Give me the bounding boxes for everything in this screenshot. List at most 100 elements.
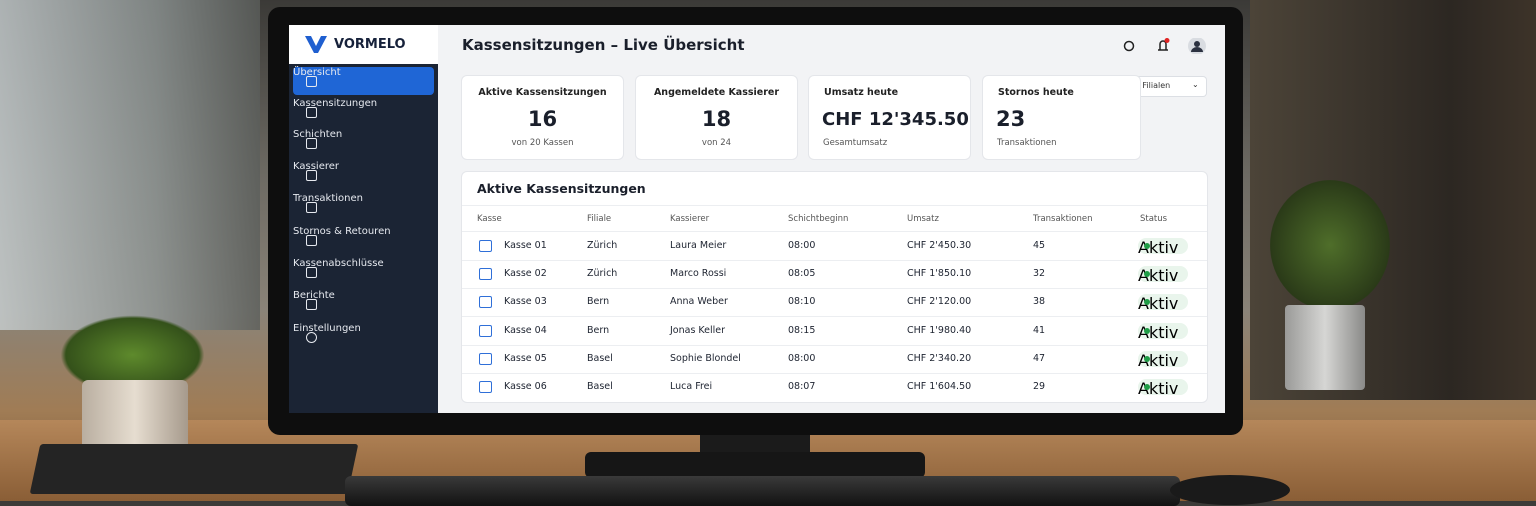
nav-item[interactable]: Übersicht bbox=[293, 67, 434, 95]
cell: Marco Rossi bbox=[670, 268, 727, 280]
card-sub: von 24 bbox=[701, 138, 732, 148]
nav-icon bbox=[306, 202, 317, 213]
stat-card: Aktive Kassensitzungen 16 von 20 Kassen bbox=[462, 76, 623, 159]
cell: 08:07 bbox=[788, 381, 816, 392]
card-value: 18 bbox=[701, 107, 732, 131]
cell: 29 bbox=[1033, 381, 1046, 392]
cell: Kasse 01 bbox=[504, 240, 547, 251]
logo-area: VORMELO bbox=[289, 25, 438, 64]
cell: Kasse 04 bbox=[504, 324, 547, 336]
cell: 08:10 bbox=[788, 296, 816, 308]
register-icon bbox=[479, 381, 492, 393]
nav-item[interactable]: Kassensitzungen bbox=[293, 98, 434, 126]
nav-icon bbox=[306, 138, 317, 149]
status-badge: Aktiv bbox=[1138, 322, 1188, 342]
status-label: Aktiv bbox=[1138, 379, 1179, 398]
nav-item[interactable]: Transaktionen bbox=[293, 193, 434, 221]
cell: 45 bbox=[1033, 240, 1046, 251]
chevron: ⌄ bbox=[1192, 80, 1199, 89]
sidebar: Übersicht Kassensitzungen Schichten Kassier… bbox=[289, 64, 438, 413]
cell: Laura Meier bbox=[670, 240, 727, 251]
status-label: Aktiv bbox=[1138, 350, 1179, 370]
card-value: CHF 12'345.50 bbox=[822, 109, 969, 130]
cell: Luca Frei bbox=[670, 381, 713, 392]
nav-item[interactable]: Kassenabschlüsse bbox=[293, 258, 434, 286]
window-left bbox=[0, 0, 260, 330]
cell: CHF 2'340.20 bbox=[907, 352, 972, 364]
row-rule bbox=[462, 316, 1207, 318]
cell: Sophie Blondel bbox=[670, 352, 741, 364]
cell: Zürich bbox=[587, 240, 618, 251]
register-icon bbox=[479, 296, 492, 309]
card-sub: Gesamtumsatz bbox=[823, 138, 888, 148]
cell: Bern bbox=[587, 296, 610, 308]
nav-item[interactable]: Einstellungen bbox=[293, 323, 434, 351]
nav-icon bbox=[306, 170, 317, 181]
cell: Kasse 02 bbox=[504, 268, 547, 280]
status-label: Aktiv bbox=[1138, 294, 1179, 314]
filter-label: Alle Filialen bbox=[1125, 81, 1171, 90]
nav-item[interactable]: Stornos & Retouren bbox=[293, 226, 434, 254]
nav-label: Stornos & Retouren bbox=[293, 226, 391, 237]
stat-card: Angemeldete Kassierer 18 von 24 bbox=[636, 76, 797, 159]
card-label: Aktive Kassensitzungen bbox=[478, 87, 607, 98]
nav-label: Transaktionen bbox=[293, 193, 363, 204]
nav-icon bbox=[306, 235, 317, 246]
keyboard bbox=[345, 476, 1180, 506]
cell: CHF 1'850.10 bbox=[907, 268, 972, 280]
status-badge: Aktiv bbox=[1138, 350, 1188, 370]
logo-icon bbox=[305, 36, 327, 53]
column-header: Kasse bbox=[477, 214, 502, 224]
card-label: Angemeldete Kassierer bbox=[653, 87, 780, 98]
cell: 38 bbox=[1033, 296, 1046, 308]
cell: Zürich bbox=[587, 268, 618, 280]
stat-card: Umsatz heute CHF 12'345.50 Gesamtumsatz bbox=[809, 76, 970, 159]
nav-item[interactable]: Berichte bbox=[293, 290, 434, 318]
status-badge: Aktiv bbox=[1138, 294, 1188, 314]
status-badge: Aktiv bbox=[1138, 238, 1188, 257]
card-label: Stornos heute bbox=[998, 87, 1074, 98]
nav-icon bbox=[306, 332, 317, 343]
row-rule bbox=[462, 260, 1207, 261]
cell: 32 bbox=[1033, 268, 1046, 280]
nav-label: Kassierer bbox=[293, 161, 340, 172]
row-rule bbox=[462, 372, 1207, 374]
cell: CHF 2'450.30 bbox=[907, 240, 972, 251]
column-header: Filiale bbox=[587, 214, 612, 224]
card-value: 16 bbox=[527, 107, 558, 131]
stat-card: Stornos heute 23 Transaktionen bbox=[983, 76, 1140, 159]
nav-label: Kassensitzungen bbox=[293, 98, 378, 109]
cell: 08:05 bbox=[788, 268, 816, 280]
nav-icon bbox=[306, 299, 317, 310]
nav-icon bbox=[306, 76, 317, 87]
cell: 08:15 bbox=[788, 324, 816, 336]
register-icon bbox=[479, 240, 492, 252]
nav-item[interactable]: Kassierer bbox=[293, 161, 434, 189]
nav-label: Einstellungen bbox=[293, 323, 361, 334]
column-header: Kassierer bbox=[670, 214, 710, 224]
nav-label: Berichte bbox=[293, 290, 335, 301]
cell: Basel bbox=[587, 381, 613, 392]
page-title: Kassensitzungen – Live Übersicht bbox=[462, 36, 745, 54]
status-label: Aktiv bbox=[1138, 238, 1179, 257]
cell: Basel bbox=[587, 352, 613, 364]
column-header: Schichtbeginn bbox=[788, 214, 849, 224]
plant-right bbox=[1270, 180, 1390, 310]
screen: VORMELO Übersicht Kassensitzungen Schichte… bbox=[289, 25, 1225, 413]
card-value: 23 bbox=[996, 107, 1026, 131]
cell: 08:00 bbox=[788, 240, 816, 251]
nav-label: Übersicht bbox=[293, 67, 341, 78]
table-title: Aktive Kassensitzungen bbox=[477, 181, 646, 196]
column-header: Status bbox=[1140, 214, 1168, 224]
row-rule bbox=[462, 344, 1207, 346]
status-label: Aktiv bbox=[1138, 322, 1179, 342]
cell: 41 bbox=[1033, 324, 1046, 336]
sessions-table: Aktive Kassensitzungen Kasse Filiale Kassi… bbox=[462, 172, 1207, 402]
column-header: Umsatz bbox=[907, 214, 939, 224]
register-icon bbox=[479, 352, 492, 365]
header-icons bbox=[1123, 38, 1206, 54]
card-label: Umsatz heute bbox=[824, 87, 899, 98]
nav-item[interactable]: Schichten bbox=[293, 129, 434, 157]
cell: Kasse 03 bbox=[504, 296, 547, 308]
